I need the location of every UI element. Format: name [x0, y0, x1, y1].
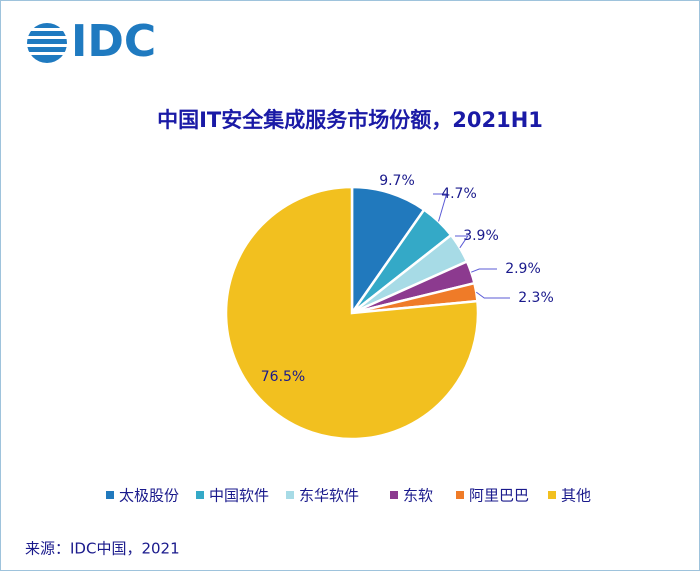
legend-label: 其他 [561, 487, 591, 505]
legend-label: 东软 [403, 487, 433, 505]
logo-text: IDC [71, 16, 156, 67]
pie-slice [350, 185, 426, 317]
legend-swatch [106, 491, 114, 499]
leader-line [475, 291, 510, 299]
chart-title: 中国IT安全集成服务市场份额，2021H1 [157, 108, 543, 132]
legend-label: 阿里巴巴 [469, 487, 529, 505]
legend-swatch [456, 491, 464, 499]
data-label: 9.7% [379, 173, 415, 189]
leader-line [471, 268, 497, 273]
legend-swatch [286, 491, 294, 499]
legend-swatch [548, 491, 556, 499]
logo-icon [25, 23, 69, 63]
data-label: 76.5% [261, 369, 305, 385]
legend-swatch [196, 491, 204, 499]
legend-swatch [390, 491, 398, 499]
data-label: 2.9% [505, 261, 541, 277]
data-label: 4.7% [441, 186, 477, 202]
legend-label: 东华软件 [299, 487, 359, 505]
source: 来源：IDC中国，2021 [25, 540, 180, 558]
data-label: 3.9% [463, 228, 499, 244]
data-label: 2.3% [518, 290, 554, 306]
legend-label: 太极股份 [119, 487, 179, 505]
legend-label: 中国软件 [209, 487, 269, 505]
leader-line [455, 235, 469, 249]
pie-slice [224, 185, 480, 441]
leader-line [433, 193, 448, 222]
